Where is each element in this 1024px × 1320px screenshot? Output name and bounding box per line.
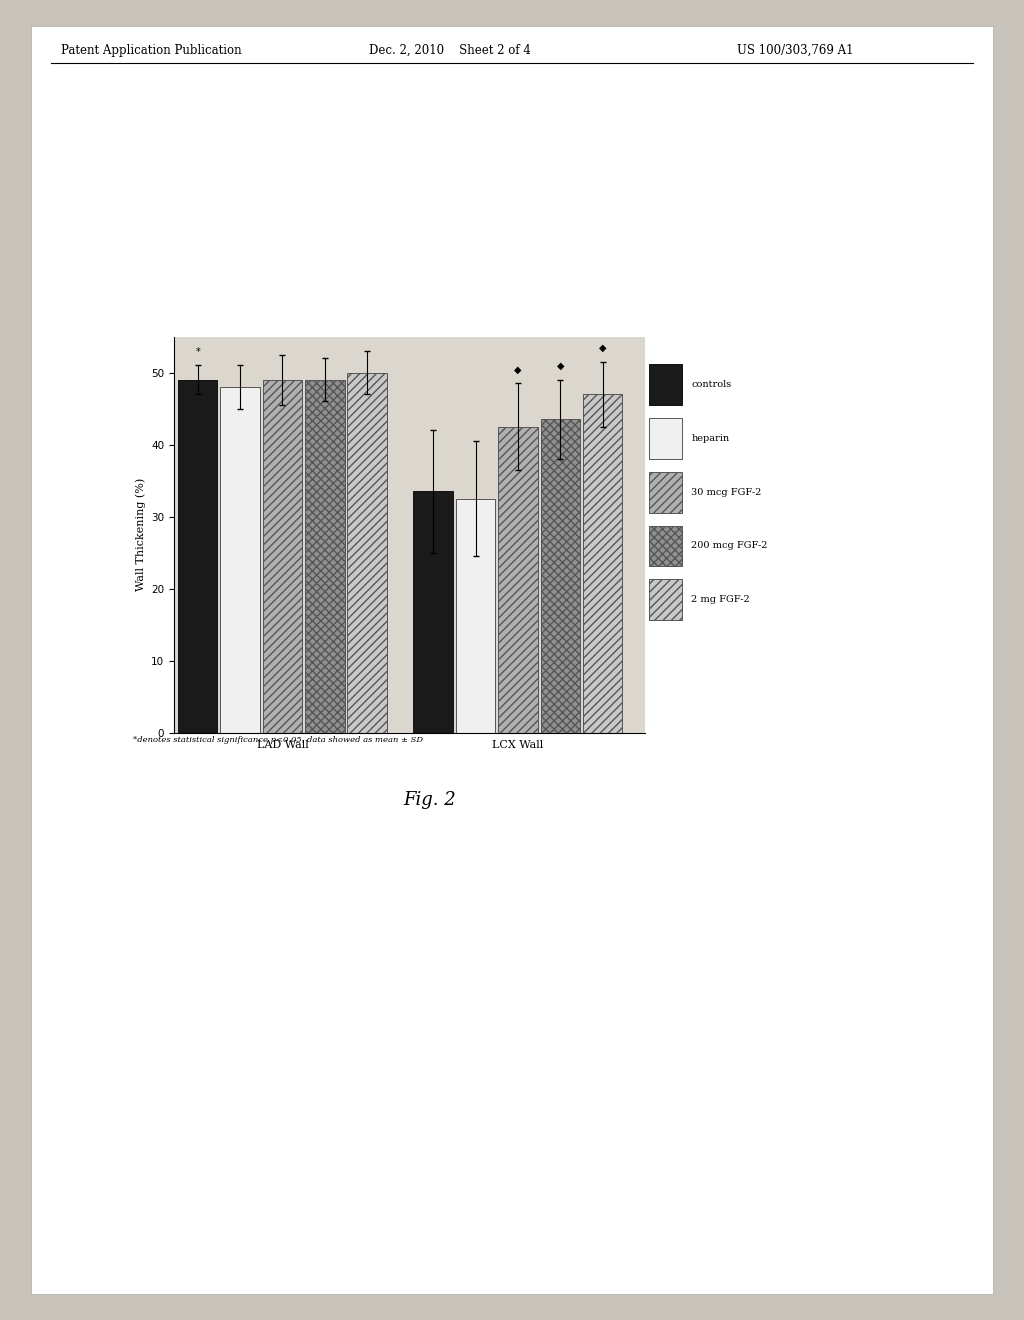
Text: 200 mcg FGF-2: 200 mcg FGF-2 (691, 541, 768, 550)
Text: ◆: ◆ (557, 362, 564, 371)
Bar (178, 380, 217, 733)
Text: Patent Application Publication: Patent Application Publication (61, 44, 242, 57)
Bar (220, 387, 260, 733)
Bar (263, 380, 302, 733)
Text: 2 mg FGF-2: 2 mg FGF-2 (691, 595, 750, 605)
Text: Fig. 2: Fig. 2 (403, 791, 457, 809)
Bar (414, 491, 453, 733)
Bar (347, 372, 387, 733)
Bar (649, 525, 682, 566)
Bar (456, 499, 496, 733)
Text: Dec. 2, 2010    Sheet 2 of 4: Dec. 2, 2010 Sheet 2 of 4 (369, 44, 530, 57)
Bar (649, 473, 682, 512)
FancyBboxPatch shape (31, 26, 993, 1294)
Bar (649, 364, 682, 405)
Bar (541, 420, 580, 733)
Bar (305, 380, 344, 733)
Text: 30 mcg FGF-2: 30 mcg FGF-2 (691, 487, 762, 496)
Text: heparin: heparin (691, 434, 729, 444)
Text: US 100/303,769 A1: US 100/303,769 A1 (737, 44, 854, 57)
Text: *: * (196, 347, 200, 356)
Bar (583, 395, 623, 733)
Text: controls: controls (691, 380, 731, 389)
Y-axis label: Wall Thickening (%): Wall Thickening (%) (135, 478, 145, 591)
Text: *denotes statistical significance p<0.05, data showed as mean ± SD: *denotes statistical significance p<0.05… (133, 735, 423, 744)
Text: ◆: ◆ (599, 343, 606, 354)
Bar (649, 579, 682, 620)
Text: ◆: ◆ (514, 364, 521, 375)
Bar (649, 418, 682, 459)
Bar (499, 426, 538, 733)
